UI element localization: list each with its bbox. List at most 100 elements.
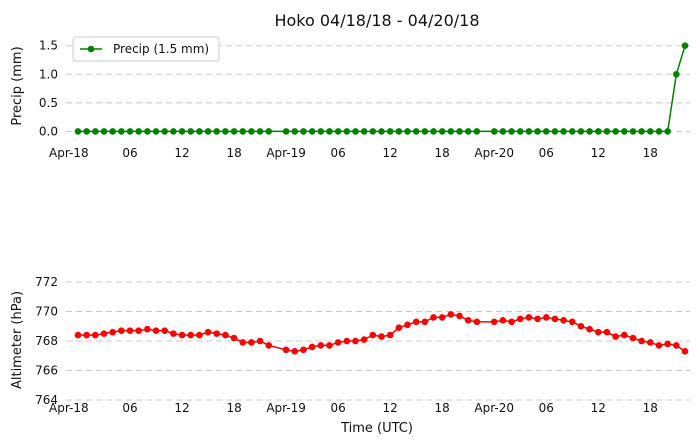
precip-data-point (118, 128, 125, 135)
altimeter-x-tick-label: 12 (383, 401, 398, 415)
altimeter-data-point (542, 314, 550, 321)
altimeter-data-point (534, 315, 541, 323)
precip-data-point (317, 128, 325, 135)
altimeter-x-tick-label: 18 (643, 401, 658, 415)
altimeter-series (74, 311, 689, 355)
precip-data-point (326, 128, 333, 135)
precip-data-point (421, 128, 429, 135)
precip-data-point (534, 128, 541, 135)
precip-x-tick-labels: Apr-18 06 12 18 Apr-19 06 12 18 Apr-20 06 12 18 (49, 146, 658, 160)
altimeter-data-point (83, 331, 90, 339)
precip-x-tick-label: 18 (226, 146, 241, 160)
altimeter-data-point (603, 328, 611, 336)
precip-data-point (673, 70, 680, 78)
altimeter-data-point (568, 318, 576, 326)
precip-data-point (300, 128, 307, 135)
altimeter-data-point (516, 315, 524, 323)
altimeter-data-point (395, 324, 403, 332)
precip-data-point (92, 128, 99, 135)
precip-data-point (655, 128, 663, 135)
precip-x-tick-label: 06 (331, 146, 346, 160)
precip-data-point (109, 128, 116, 135)
altimeter-data-point (594, 328, 602, 336)
altimeter-data-point (100, 330, 108, 337)
altimeter-data-point (508, 318, 515, 326)
altimeter-data-point (647, 339, 654, 346)
precip-data-point (161, 128, 169, 135)
precip-data-point (525, 128, 533, 135)
precip-data-point (343, 128, 351, 135)
altimeter-data-point (473, 318, 481, 326)
altimeter-data-point (369, 331, 377, 339)
precip-data-point (430, 128, 437, 135)
precip-data-point (568, 128, 576, 135)
altimeter-data-point (74, 331, 82, 339)
altimeter-data-point (291, 348, 299, 355)
altimeter-x-tick-labels: Apr-18 06 12 18 Apr-19 06 12 18 Apr-20 06 12 18 (49, 401, 658, 415)
altimeter-data-point (638, 337, 645, 345)
precip-y-tick-label: 0.5 (39, 96, 58, 110)
precip-data-point (100, 128, 108, 135)
precip-data-point (144, 128, 151, 135)
altimeter-data-point (412, 318, 420, 326)
precip-data-point (291, 128, 299, 135)
altimeter-y-tick-label: 766 (35, 364, 58, 378)
precip-data-point (664, 128, 671, 135)
altimeter-data-point (464, 317, 472, 324)
altimeter-data-point (586, 325, 593, 333)
precip-data-point (542, 128, 550, 135)
precip-data-point (490, 128, 498, 135)
altimeter-data-point (248, 339, 255, 346)
precip-y-tick-label: 1.5 (39, 39, 58, 53)
precip-data-point (447, 128, 455, 135)
altimeter-data-point (170, 330, 177, 337)
chart-title: Hoko 04/18/18 - 04/20/18 (274, 11, 479, 30)
x-axis-label: Time (UTC) (340, 421, 413, 436)
precip-data-point (560, 128, 567, 135)
altimeter-data-point (621, 331, 628, 339)
precip-data-point (360, 128, 368, 135)
precip-series (74, 42, 689, 135)
precip-data-point (126, 128, 134, 135)
altimeter-data-point (447, 311, 455, 318)
altimeter-data-point (673, 342, 680, 349)
altimeter-data-point (655, 342, 663, 349)
precip-data-point (386, 128, 394, 135)
altimeter-data-point (256, 337, 264, 345)
precip-data-point (551, 128, 559, 135)
precip-data-point (412, 128, 420, 135)
altimeter-data-point (213, 330, 221, 337)
altimeter-data-point (352, 337, 359, 345)
altimeter-data-point (438, 314, 446, 321)
precip-data-point (308, 128, 316, 135)
legend-marker (87, 45, 95, 53)
altimeter-data-point (109, 328, 116, 336)
altimeter-x-tick-label: 06 (539, 401, 554, 415)
precip-data-point (594, 128, 602, 135)
precip-data-point (456, 128, 463, 135)
precip-data-point (83, 128, 90, 135)
altimeter-x-tick-label: Apr-19 (266, 401, 306, 415)
precip-data-point (187, 128, 195, 135)
precip-data-point (378, 128, 385, 135)
precip-x-tick-label: Apr-19 (266, 146, 306, 160)
precip-data-point (369, 128, 377, 135)
altimeter-data-point (664, 340, 671, 348)
altimeter-x-tick-label: Apr-20 (474, 401, 514, 415)
altimeter-data-point (378, 333, 385, 340)
altimeter-data-point (386, 331, 394, 339)
altimeter-data-point (282, 346, 290, 354)
precip-data-point (256, 128, 264, 135)
altimeter-data-point (178, 331, 186, 339)
altimeter-data-point (525, 314, 533, 321)
precip-data-point (464, 128, 472, 135)
precip-y-tick-label: 1.0 (39, 67, 58, 81)
altimeter-x-tick-label: 06 (331, 401, 346, 415)
altimeter-x-tick-label: 06 (122, 401, 137, 415)
altimeter-data-point (629, 334, 637, 342)
precip-x-tick-label: 12 (383, 146, 398, 160)
legend-box (72, 36, 220, 62)
precip-data-point (178, 128, 186, 135)
altimeter-data-point (161, 327, 169, 334)
precip-y-tick-label: 0.0 (39, 124, 58, 138)
